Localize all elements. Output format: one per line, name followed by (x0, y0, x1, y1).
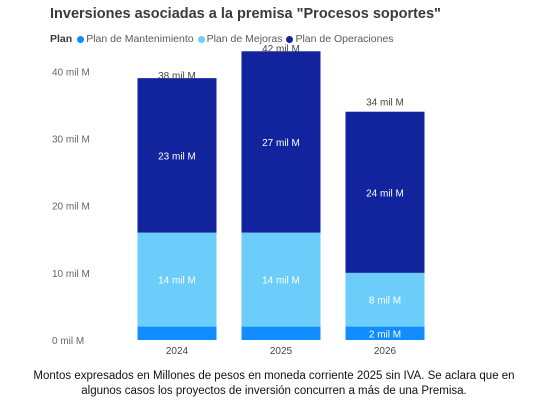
legend-label-mejoras: Plan de Mejoras (206, 33, 283, 45)
legend-dot-operaciones (286, 35, 294, 43)
y-tick-label: 0 mil M (52, 336, 84, 347)
total-label: 42 mil M (262, 44, 300, 55)
x-tick-label: 2026 (374, 346, 397, 357)
footnote: Montos expresados en Millones de pesos e… (0, 369, 548, 399)
bar-segment (241, 232, 321, 327)
x-tick-label: 2024 (166, 346, 189, 357)
y-tick-label: 30 mil M (52, 135, 90, 146)
y-tick-label: 10 mil M (52, 269, 90, 280)
bar-segment (241, 326, 321, 340)
data-label: 24 mil M (366, 188, 404, 199)
y-tick-label: 40 mil M (52, 67, 90, 78)
footnote-line-2: algunos casos los proyectos de inversión… (81, 385, 467, 397)
bar-segment (137, 326, 217, 340)
data-label: 2 mil M (369, 329, 401, 340)
y-tick-label: 20 mil M (52, 202, 90, 213)
legend-label-operaciones: Plan de Operaciones (295, 33, 394, 45)
x-tick-label: 2025 (270, 346, 293, 357)
legend-dot-mantenimiento (77, 35, 85, 43)
chart-title: Inversiones asociadas a la premisa "Proc… (50, 6, 441, 22)
bar-segment (345, 111, 425, 273)
total-label: 38 mil M (158, 71, 196, 82)
legend-item-operaciones[interactable]: Plan de Operaciones (286, 33, 394, 45)
bar-segment (345, 326, 425, 340)
data-label: 27 mil M (262, 138, 300, 149)
bar-segment (137, 232, 217, 327)
data-label: 8 mil M (369, 296, 401, 307)
legend-label-mantenimiento: Plan de Mantenimiento (86, 33, 194, 45)
bar-segment (345, 272, 425, 327)
bar-segment (241, 51, 321, 233)
total-label: 34 mil M (366, 98, 404, 109)
footnote-line-1: Montos expresados en Millones de pesos e… (33, 370, 515, 382)
legend-item-mejoras[interactable]: Plan de Mejoras (197, 33, 283, 45)
data-label: 14 mil M (158, 276, 196, 287)
data-label: 14 mil M (262, 276, 300, 287)
legend: Plan Plan de Mantenimiento Plan de Mejor… (50, 33, 398, 45)
legend-dot-mejoras (197, 35, 205, 43)
legend-title: Plan (50, 33, 73, 45)
data-label: 23 mil M (158, 151, 196, 162)
legend-item-mantenimiento[interactable]: Plan de Mantenimiento (77, 33, 194, 45)
bar-segment (137, 78, 217, 233)
